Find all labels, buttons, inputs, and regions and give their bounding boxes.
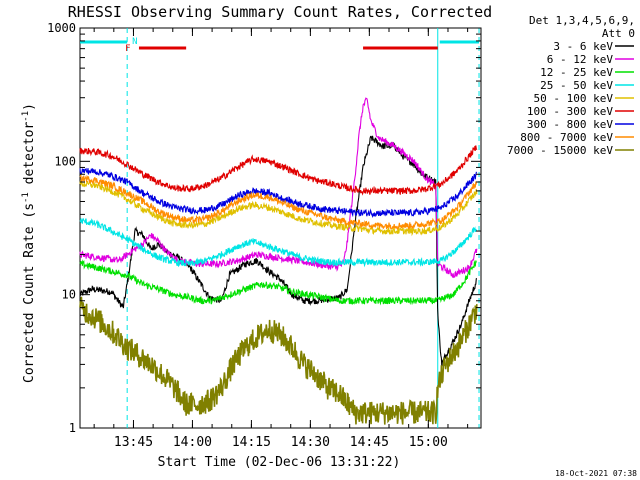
- flare-flag-label: F: [125, 44, 130, 54]
- legend-label: 800 - 7000 keV: [520, 131, 613, 144]
- legend-header: Det 1,3,4,5,6,9,: [529, 14, 635, 27]
- legend-label: 300 - 800 keV: [527, 118, 613, 131]
- flag-bars: NF: [80, 37, 480, 54]
- x-tick-label: 15:00: [409, 435, 448, 450]
- series-line-7000-15000-keV: [79, 296, 478, 425]
- series-line-12-25-keV: [79, 259, 477, 306]
- night-boundaries: [126, 28, 480, 428]
- legend-label: 50 - 100 keV: [534, 92, 614, 105]
- axes: 1 10 100 1000 13:45 14:00 14:15 14:30 14:45 15:00: [47, 21, 481, 450]
- y-tick-label: 1: [69, 421, 76, 435]
- legend-label: 6 - 12 keV: [547, 53, 614, 66]
- legend-header: Att 0: [602, 27, 635, 40]
- x-tick-label: 14:15: [232, 435, 271, 450]
- legend-label: 3 - 6 keV: [553, 40, 613, 53]
- x-tick-label: 14:45: [350, 435, 389, 450]
- y-tick-label: 100: [54, 154, 76, 168]
- plot-area: [79, 27, 482, 429]
- x-tick-label: 13:45: [114, 435, 153, 450]
- series-line-25-50-keV: [79, 218, 478, 268]
- legend-label: 100 - 300 keV: [527, 105, 613, 118]
- y-axis-label: Corrected Count Rate (s-1 detector-1): [21, 103, 37, 383]
- plot-frame: [79, 27, 482, 429]
- y-tick-label: 1000: [47, 21, 76, 35]
- series-line-300-800-keV: [79, 167, 478, 219]
- x-tick-label: 14:00: [173, 435, 212, 450]
- series-line-6-12-keV: [79, 97, 478, 279]
- series-line-100-300-keV: [79, 145, 478, 196]
- chart-title: RHESSI Observing Summary Count Rates, Co…: [68, 3, 492, 21]
- y-tick-label: 10: [62, 288, 76, 302]
- legend-label: 12 - 25 keV: [540, 66, 613, 79]
- night-flag-label: N: [132, 37, 137, 47]
- x-tick-label: 14:30: [291, 435, 330, 450]
- legend-label: 7000 - 15000 keV: [507, 144, 613, 157]
- series-line-50-100-keV: [79, 180, 478, 237]
- generation-timestamp: 18-Oct-2021 07:38: [555, 469, 637, 478]
- legend-label: 25 - 50 keV: [540, 79, 613, 92]
- x-axis-label: Start Time (02-Dec-06 13:31:22): [158, 455, 401, 470]
- series-lines: [79, 97, 478, 425]
- series-line-800-7000-keV: [79, 174, 478, 231]
